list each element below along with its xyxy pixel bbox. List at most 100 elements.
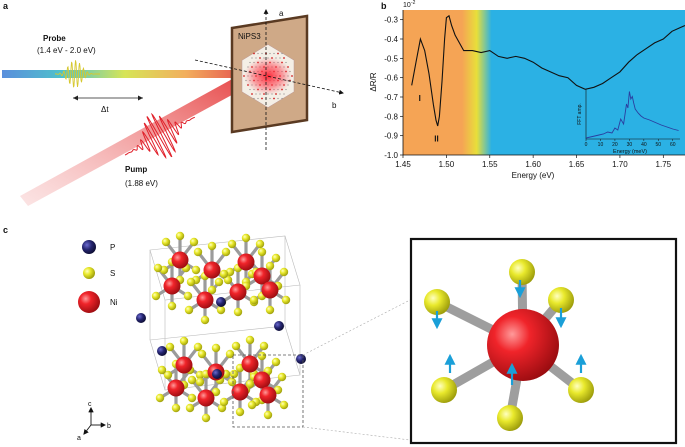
s-atom-57 — [227, 377, 237, 387]
y-tick-label-2: -0.5 — [384, 54, 398, 63]
s-atom-70 — [257, 351, 267, 361]
ni-atom-4 — [163, 277, 181, 295]
s-atom-86 — [219, 397, 229, 407]
ni-atom-10 — [241, 355, 259, 373]
zoom-octahedron — [424, 259, 594, 431]
fft-inset: 0 10 20 30 40 50 60 FFT amp. Energy (meV) — [577, 89, 680, 155]
legend-s-label: S — [110, 269, 115, 278]
y-tick-label-5: -0.8 — [384, 112, 398, 121]
y-tick-label-4: -0.7 — [384, 93, 398, 102]
ni-atom-2 — [237, 253, 255, 271]
s-atom-58 — [211, 343, 221, 353]
ni-atom-1 — [203, 261, 221, 279]
s-atom-62 — [229, 369, 239, 379]
triad-c-label: c — [88, 401, 92, 408]
s-atom-43 — [279, 267, 289, 277]
x-tick-label-1: 1.50 — [439, 160, 455, 169]
axis-b-arrow — [194, 59, 344, 95]
inset-x-tick-label-6: 60 — [670, 142, 676, 148]
x-tick-label-5: 1.70 — [612, 160, 628, 169]
y-tick-label-0: -0.3 — [384, 16, 398, 25]
y-tick-label-7: -1.0 — [384, 151, 398, 160]
fft-series-line — [585, 91, 679, 139]
p-atom-3 — [157, 346, 167, 356]
peak-label-I: I — [419, 94, 421, 103]
inset-x-tick-label-0: 0 — [585, 142, 588, 148]
ni-atom-12 — [167, 379, 185, 397]
s-atom-48 — [165, 342, 175, 352]
s-atom-33 — [216, 305, 226, 315]
s-atom-6 — [193, 247, 203, 257]
s-atom-61 — [259, 341, 269, 351]
s-atom-26 — [151, 291, 161, 301]
delay-label: Δt — [101, 105, 109, 114]
p-atom-4 — [296, 354, 306, 364]
crystal-structure — [136, 231, 306, 423]
s-atom-59 — [211, 387, 221, 397]
legend-p-label: P — [110, 243, 115, 252]
exponent-power: -2 — [411, 0, 416, 6]
ni-atom-8 — [175, 356, 193, 374]
legend-ni-label: Ni — [110, 298, 118, 307]
s-atom-80 — [185, 403, 195, 413]
s-atom-60 — [231, 341, 241, 351]
triad-b-label: b — [107, 423, 111, 430]
exponent-base: 10 — [403, 2, 411, 9]
ni-atom-7 — [261, 281, 279, 299]
s-atom-0 — [161, 237, 171, 247]
pump-wavepacket — [124, 112, 196, 160]
zoom-guide-top — [302, 299, 411, 356]
s-atom-72 — [157, 365, 167, 375]
peak-label-II: II — [434, 134, 438, 143]
s-atom-49 — [193, 342, 203, 352]
inset-x-tick-label-5: 50 — [656, 142, 662, 148]
p-atom-2 — [274, 321, 284, 331]
zoom-s-atom-4 — [568, 377, 594, 403]
s-atom-41 — [233, 307, 243, 317]
legend-s-swatch — [83, 267, 95, 279]
probe-wavepacket — [54, 60, 100, 88]
y-tick-label-1: -0.4 — [384, 35, 398, 44]
x-tick-label-3: 1.60 — [525, 160, 541, 169]
s-atom-55 — [225, 349, 235, 359]
reflectivity-chart: 1.45 1.50 1.55 1.60 1.65 1.70 1.75 -0.3 -0.4 -0.5… — [369, 0, 685, 180]
s-atom-47 — [265, 305, 275, 315]
ni-atom-3 — [253, 267, 271, 285]
inset-y-label: FFT amp. — [577, 103, 583, 125]
background-region-0 — [403, 10, 464, 155]
s-atom-50 — [163, 370, 173, 380]
s-atom-35 — [200, 315, 210, 325]
pump-spot — [244, 57, 292, 95]
s-atom-29 — [167, 301, 177, 311]
s-atom-24 — [153, 263, 163, 273]
sample-label: NiPS3 — [238, 32, 261, 41]
legend-p-swatch — [82, 240, 96, 254]
s-atom-83 — [201, 413, 211, 423]
triad-a-arrow — [83, 424, 92, 435]
s-atom-9 — [223, 275, 233, 285]
s-atom-36 — [219, 269, 229, 279]
s-atom-45 — [281, 295, 291, 305]
s-atom-12 — [227, 239, 237, 249]
probe-title: Probe — [43, 34, 66, 43]
p-atom-1 — [216, 297, 226, 307]
zoom-s-atom-1 — [424, 289, 450, 315]
s-atom-31 — [214, 277, 224, 287]
s-atom-44 — [249, 295, 259, 305]
background-transition — [462, 10, 492, 155]
s-atom-32 — [184, 305, 194, 315]
s-atom-75 — [187, 393, 197, 403]
s-atom-67 — [271, 357, 281, 367]
x-tick-label-0: 1.45 — [395, 160, 411, 169]
pump-energy: (1.88 eV) — [125, 179, 158, 188]
panel-c-label: c — [3, 225, 8, 235]
ni-atom-5 — [196, 291, 214, 309]
s-atom-65 — [245, 379, 255, 389]
axis-b-label: b — [332, 101, 337, 110]
inset-x-label: Energy (meV) — [613, 149, 647, 155]
s-atom-11 — [207, 285, 217, 295]
zoom-s-atom-2 — [548, 287, 574, 313]
ni-atom-6 — [229, 283, 247, 301]
zoom-region-box — [232, 354, 304, 428]
s-atom-54 — [197, 349, 207, 359]
